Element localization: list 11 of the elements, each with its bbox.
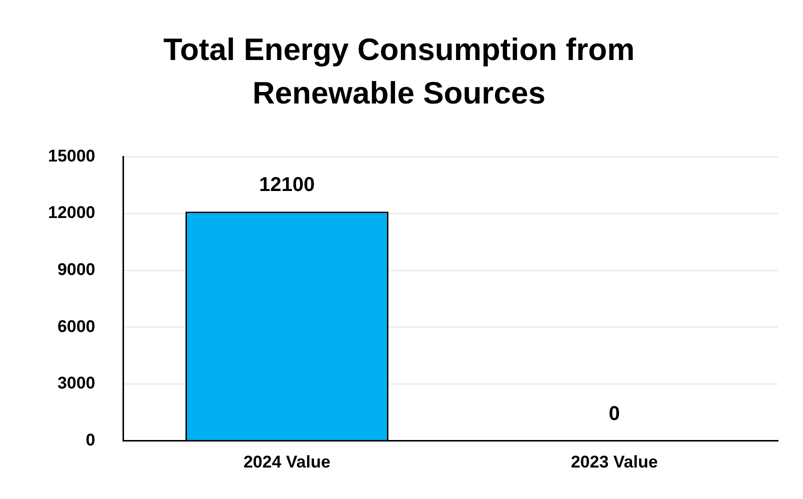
x-tick-label: 2024 Value bbox=[243, 452, 330, 472]
y-tick-label: 6000 bbox=[57, 316, 96, 336]
chart-title: Total Energy Consumption from Renewable Sources bbox=[163, 32, 635, 111]
y-tick-label: 9000 bbox=[57, 260, 96, 280]
x-tick-label: 2023 Value bbox=[570, 452, 658, 472]
y-tick-label: 12000 bbox=[48, 203, 96, 222]
y-tick-label: 15000 bbox=[48, 146, 96, 166]
y-tick-label: 0 bbox=[86, 430, 96, 450]
data-label: 0 bbox=[608, 403, 620, 426]
y-tick-label: 3000 bbox=[57, 374, 96, 393]
data-label: 12100 bbox=[259, 174, 315, 196]
